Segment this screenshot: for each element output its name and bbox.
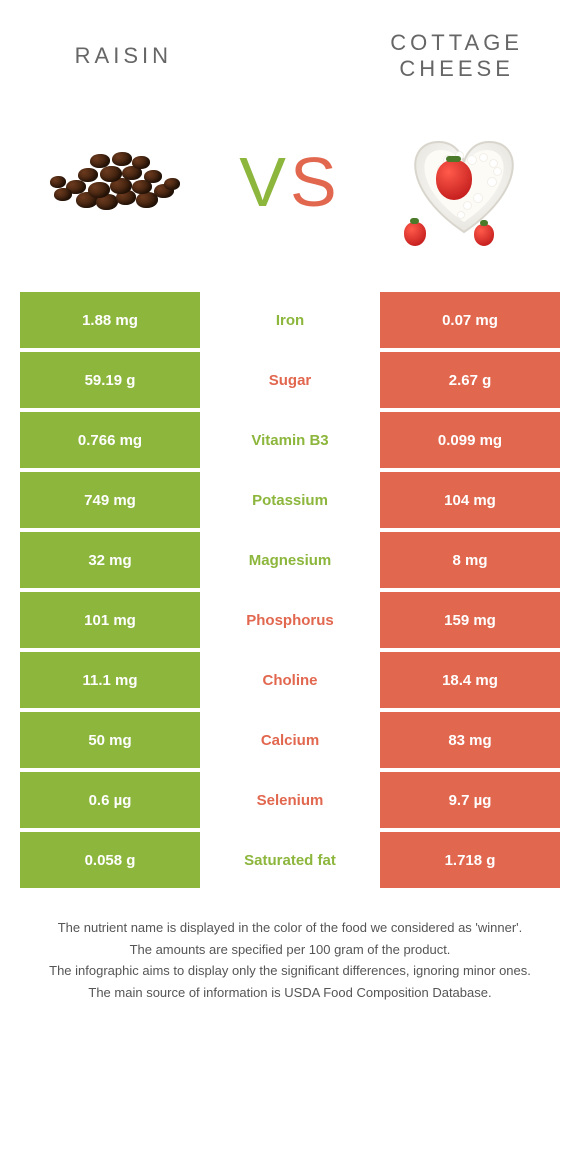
comparison-table: 1.88 mgIron0.07 mg59.19 gSugar2.67 g0.76… <box>20 292 560 888</box>
nutrient-label: Selenium <box>200 772 380 828</box>
food-title-left: RAISIN <box>23 43 223 69</box>
value-left: 11.1 mg <box>20 652 200 708</box>
raisin-image <box>26 112 206 252</box>
value-right: 2.67 g <box>380 352 560 408</box>
value-right: 83 mg <box>380 712 560 768</box>
table-row: 50 mgCalcium83 mg <box>20 712 560 768</box>
nutrient-label: Magnesium <box>200 532 380 588</box>
nutrient-label: Choline <box>200 652 380 708</box>
value-left: 0.766 mg <box>20 412 200 468</box>
food-title-right: COTTAGE CHEESE <box>357 30 557 82</box>
nutrient-label: Saturated fat <box>200 832 380 888</box>
footnotes: The nutrient name is displayed in the co… <box>30 918 550 1002</box>
footnote-line: The infographic aims to display only the… <box>30 961 550 981</box>
header: RAISIN COTTAGE CHEESE <box>0 0 580 92</box>
value-left: 32 mg <box>20 532 200 588</box>
table-row: 1.88 mgIron0.07 mg <box>20 292 560 348</box>
table-row: 59.19 gSugar2.67 g <box>20 352 560 408</box>
value-right: 0.07 mg <box>380 292 560 348</box>
value-right: 18.4 mg <box>380 652 560 708</box>
nutrient-label: Phosphorus <box>200 592 380 648</box>
value-left: 101 mg <box>20 592 200 648</box>
value-right: 104 mg <box>380 472 560 528</box>
vs-s: S <box>290 142 341 222</box>
table-row: 32 mgMagnesium8 mg <box>20 532 560 588</box>
table-row: 101 mgPhosphorus159 mg <box>20 592 560 648</box>
value-right: 8 mg <box>380 532 560 588</box>
value-left: 0.058 g <box>20 832 200 888</box>
footnote-line: The nutrient name is displayed in the co… <box>30 918 550 938</box>
value-right: 0.099 mg <box>380 412 560 468</box>
table-row: 0.766 mgVitamin B30.099 mg <box>20 412 560 468</box>
value-left: 0.6 µg <box>20 772 200 828</box>
nutrient-label: Calcium <box>200 712 380 768</box>
value-right: 1.718 g <box>380 832 560 888</box>
vs-v: V <box>239 142 290 222</box>
value-right: 159 mg <box>380 592 560 648</box>
nutrient-label: Potassium <box>200 472 380 528</box>
image-row: V S <box>0 92 580 292</box>
table-row: 0.058 gSaturated fat1.718 g <box>20 832 560 888</box>
table-row: 0.6 µgSelenium9.7 µg <box>20 772 560 828</box>
value-left: 59.19 g <box>20 352 200 408</box>
footnote-line: The amounts are specified per 100 gram o… <box>30 940 550 960</box>
value-left: 50 mg <box>20 712 200 768</box>
value-right: 9.7 µg <box>380 772 560 828</box>
footnote-line: The main source of information is USDA F… <box>30 983 550 1003</box>
value-left: 749 mg <box>20 472 200 528</box>
value-left: 1.88 mg <box>20 292 200 348</box>
nutrient-label: Vitamin B3 <box>200 412 380 468</box>
nutrient-label: Iron <box>200 292 380 348</box>
vs-label: V S <box>239 142 340 222</box>
nutrient-label: Sugar <box>200 352 380 408</box>
table-row: 749 mgPotassium104 mg <box>20 472 560 528</box>
table-row: 11.1 mgCholine18.4 mg <box>20 652 560 708</box>
cottage-cheese-image <box>374 112 554 252</box>
